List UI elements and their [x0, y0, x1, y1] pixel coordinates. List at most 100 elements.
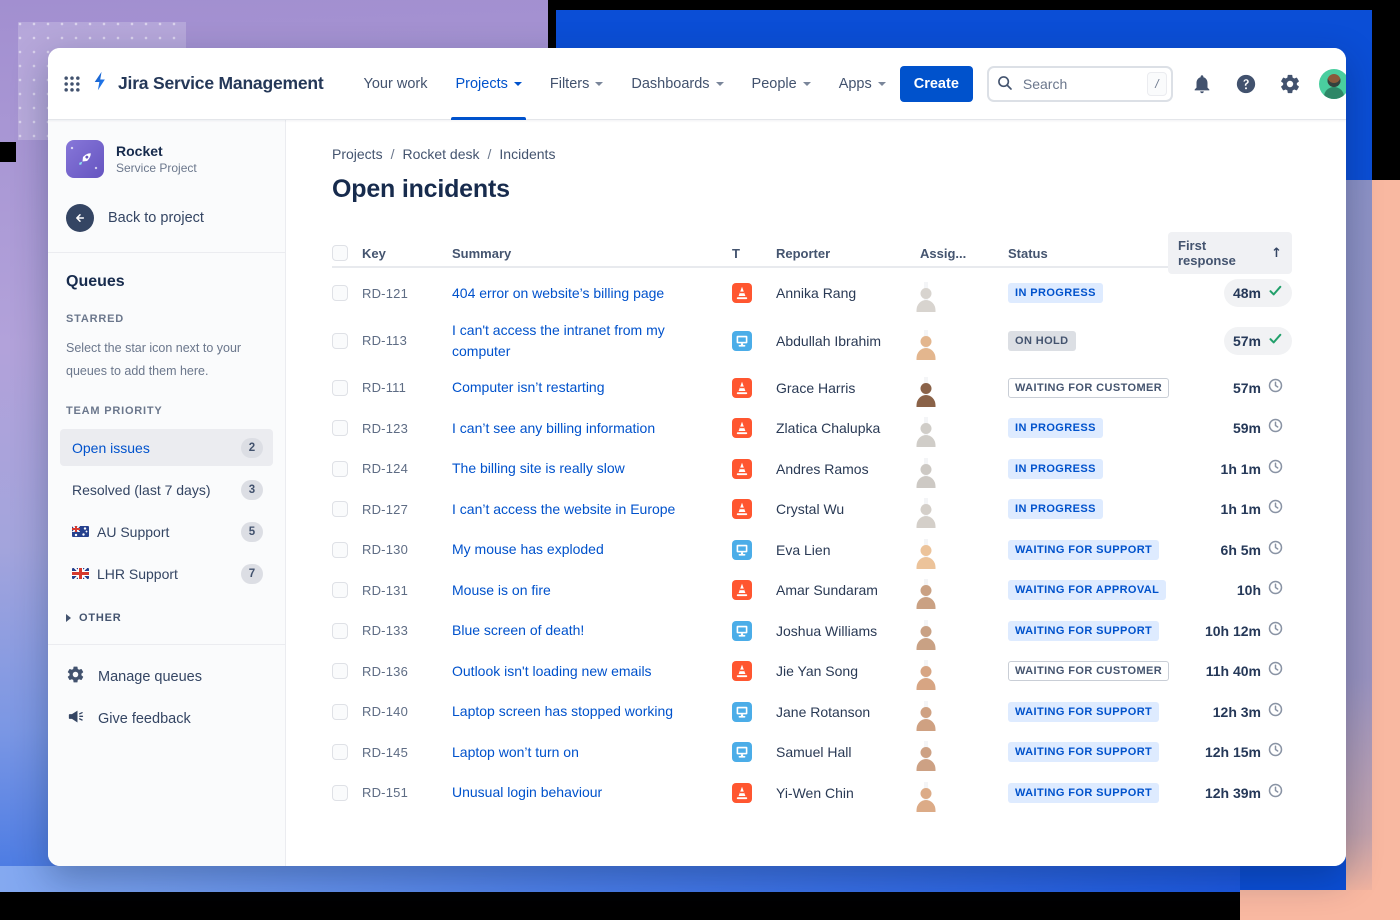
give-feedback-button[interactable]: Give feedback — [66, 707, 267, 731]
first-response-cell: 57m — [1223, 326, 1292, 355]
issue-summary-link[interactable]: Outlook isn't loading new emails — [452, 662, 652, 679]
notifications-bell-icon[interactable] — [1187, 69, 1217, 99]
first-response-time: 10h — [1236, 582, 1261, 599]
jira-logo-link[interactable]: Jira Service Management — [90, 70, 324, 97]
row-checkbox[interactable] — [332, 460, 348, 477]
row-checkbox[interactable] — [332, 582, 348, 599]
divider — [48, 252, 285, 253]
row-checkbox[interactable] — [332, 622, 348, 639]
issue-summary-link[interactable]: Mouse is on fire — [452, 581, 551, 598]
status-badge[interactable]: WAITING FOR SUPPORT — [1008, 620, 1160, 641]
search-input[interactable] — [986, 65, 1173, 102]
first-response-time: 12h 15m — [1204, 744, 1261, 761]
manage-queues-button[interactable]: Manage queues — [66, 665, 267, 689]
first-response-time: 48m — [1232, 285, 1261, 302]
column-header-type[interactable]: T — [732, 245, 740, 261]
status-badge[interactable]: IN PROGRESS — [1008, 458, 1103, 479]
row-checkbox[interactable] — [332, 663, 348, 680]
issue-summary-link[interactable]: I can’t see any billing information — [452, 419, 656, 436]
help-icon[interactable] — [1231, 69, 1261, 99]
status-badge[interactable]: WAITING FOR SUPPORT — [1008, 782, 1160, 803]
nav-menu-item-label: Projects — [455, 75, 508, 92]
first-response-time: 57m — [1232, 379, 1261, 396]
issue-key: RD-151 — [362, 785, 408, 801]
issue-summary-link[interactable]: 404 error on website’s billing page — [452, 284, 665, 301]
row-checkbox[interactable] — [332, 501, 348, 518]
incident-type-icon — [732, 499, 752, 520]
breadcrumb-item[interactable]: Rocket desk — [402, 146, 480, 162]
column-header-summary[interactable]: Summary — [452, 245, 512, 261]
starred-hint-text: Select the star icon next to your queues… — [66, 341, 242, 379]
issue-summary-link[interactable]: My mouse has exploded — [452, 541, 604, 558]
issue-key: RD-131 — [362, 582, 408, 598]
issue-key: RD-145 — [362, 744, 408, 760]
column-header-key[interactable]: Key — [362, 245, 386, 261]
sidebar-queue-item[interactable]: LHR Support 7 — [60, 555, 273, 592]
app-switcher-icon[interactable] — [62, 68, 82, 100]
status-badge[interactable]: IN PROGRESS — [1008, 499, 1103, 520]
chevron-right-icon — [66, 614, 71, 623]
reporter-name: Zlatica Chalupka — [776, 420, 881, 437]
sort-ascending-icon: ↑ — [1271, 245, 1282, 261]
request-type-icon — [732, 701, 752, 722]
row-checkbox[interactable] — [332, 332, 348, 349]
row-checkbox[interactable] — [332, 784, 348, 801]
issue-summary-link[interactable]: Unusual login behaviour — [452, 784, 603, 801]
nav-menu-item-your-work[interactable]: Your work — [350, 48, 442, 120]
give-feedback-label: Give feedback — [98, 711, 191, 728]
status-badge[interactable]: IN PROGRESS — [1008, 283, 1103, 304]
top-navbar: Jira Service Management Your work Projec… — [48, 48, 1346, 120]
table-row: RD-113 I can't access the intranet from … — [332, 314, 1292, 368]
status-badge[interactable]: WAITING FOR CUSTOMER — [1008, 661, 1170, 682]
row-checkbox[interactable] — [332, 744, 348, 761]
status-badge[interactable]: ON HOLD — [1008, 330, 1076, 351]
user-avatar[interactable] — [1318, 68, 1346, 99]
issue-summary-link[interactable]: Computer isn’t restarting — [452, 379, 605, 396]
issue-key: RD-127 — [362, 501, 408, 517]
nav-menu-item-projects[interactable]: Projects — [441, 48, 535, 120]
column-header-first-response[interactable]: First response ↑ — [1168, 232, 1292, 274]
nav-menu-item-people[interactable]: People — [738, 48, 825, 120]
queue-count-badge: 3 — [241, 479, 263, 500]
issue-summary-link[interactable]: The billing site is really slow — [452, 460, 625, 477]
issue-summary-link[interactable]: Laptop screen has stopped working — [452, 703, 674, 720]
row-checkbox[interactable] — [332, 541, 348, 558]
create-button[interactable]: Create — [899, 65, 973, 102]
status-badge[interactable]: WAITING FOR SUPPORT — [1008, 539, 1160, 560]
issue-summary-link[interactable]: I can’t access the website in Europe — [452, 500, 676, 517]
reporter-name: Jane Rotanson — [776, 703, 871, 720]
issue-summary-link[interactable]: Blue screen of death! — [452, 622, 585, 639]
row-checkbox[interactable] — [332, 285, 348, 302]
queue-item-label: Open issues — [72, 439, 150, 456]
column-header-reporter[interactable]: Reporter — [776, 245, 831, 261]
status-badge[interactable]: WAITING FOR CUSTOMER — [1008, 377, 1170, 398]
sidebar-queue-item[interactable]: AU Support 5 — [60, 513, 273, 550]
issue-summary-link[interactable]: Laptop won’t turn on — [452, 743, 579, 760]
issue-summary-link[interactable]: I can't access the intranet from my comp… — [452, 321, 665, 359]
settings-gear-icon[interactable] — [1275, 69, 1305, 99]
sidebar-queue-item[interactable]: Resolved (last 7 days) 3 — [60, 471, 273, 508]
nav-menu-item-dashboards[interactable]: Dashboards — [617, 48, 737, 120]
breadcrumb-item[interactable]: Incidents — [499, 146, 556, 162]
other-section-toggle[interactable]: OTHER — [66, 612, 267, 624]
project-header[interactable]: Rocket Service Project — [66, 140, 267, 178]
nav-menu-item-apps[interactable]: Apps — [825, 48, 900, 120]
row-checkbox[interactable] — [332, 703, 348, 720]
status-badge[interactable]: WAITING FOR SUPPORT — [1008, 742, 1160, 763]
column-header-status[interactable]: Status — [1008, 245, 1048, 261]
row-checkbox[interactable] — [332, 379, 348, 396]
sidebar-queue-item[interactable]: Open issues 2 — [60, 429, 273, 467]
status-badge[interactable]: IN PROGRESS — [1008, 418, 1103, 439]
gear-icon — [66, 665, 85, 689]
breadcrumb-item[interactable]: Projects — [332, 146, 383, 162]
primary-navigation: Your work Projects Filters Dashboards Pe… — [350, 48, 900, 120]
reporter-name: Andres Ramos — [776, 460, 869, 477]
caret-down-icon — [715, 81, 724, 86]
row-checkbox[interactable] — [332, 420, 348, 437]
status-badge[interactable]: WAITING FOR SUPPORT — [1008, 701, 1160, 722]
select-all-checkbox[interactable] — [332, 245, 348, 261]
status-badge[interactable]: WAITING FOR APPROVAL — [1008, 580, 1167, 601]
column-header-assignee[interactable]: Assig... — [920, 245, 967, 261]
nav-menu-item-filters[interactable]: Filters — [536, 48, 617, 120]
back-to-project-button[interactable]: Back to project — [66, 204, 267, 232]
